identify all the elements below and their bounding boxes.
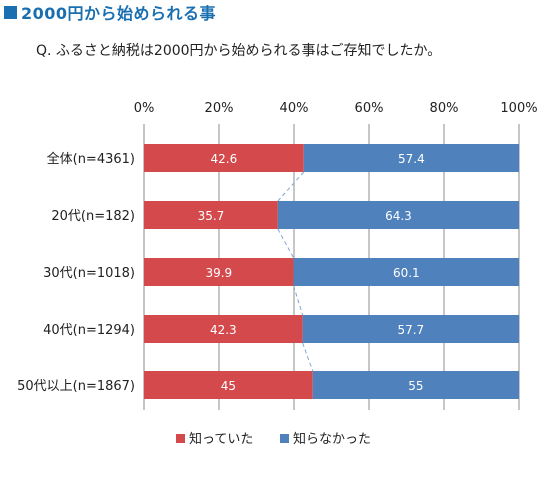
data-label: 35.7	[198, 209, 225, 223]
legend-label: 知らなかった	[293, 431, 371, 447]
bar-known	[144, 258, 294, 286]
data-label: 42.6	[211, 152, 238, 166]
page-title-text: 2000円から始められる事	[21, 4, 217, 23]
series-line	[293, 285, 304, 316]
data-label: 39.9	[205, 266, 232, 280]
category-label: 50代以上(n=1867)	[17, 379, 135, 394]
series-line	[302, 342, 314, 372]
bar-unknown	[293, 258, 519, 286]
category-label: 40代(n=1294)	[43, 323, 135, 338]
bar-unknown	[277, 201, 519, 229]
axis-labels: 0% 20% 40% 60% 80% 100% 全体(n=4361) 20代(n=182) 30…	[17, 101, 537, 394]
bar-unknown	[303, 144, 519, 172]
category-label: 20代(n=182)	[51, 209, 135, 224]
x-tick-label: 100%	[500, 101, 537, 116]
legend-swatch-unknown	[280, 434, 289, 443]
category-label: 全体(n=4361)	[47, 151, 135, 167]
bar-unknown	[312, 371, 519, 399]
category-label: 30代(n=1018)	[43, 266, 135, 281]
data-label: 55	[408, 379, 423, 393]
series-line	[277, 228, 295, 259]
data-label: 57.7	[397, 323, 424, 337]
legend-swatch-known	[176, 434, 185, 443]
data-label: 57.4	[398, 152, 425, 166]
data-label: 64.3	[385, 209, 412, 223]
series-line	[277, 171, 305, 202]
bar-known	[144, 371, 313, 399]
bar-known	[144, 144, 304, 172]
bars-layer	[144, 144, 519, 399]
x-tick-label: 20%	[205, 101, 234, 116]
legend-label: 知っていた	[189, 431, 253, 447]
page-title: 2000円から始められる事	[4, 2, 217, 23]
x-tick-label: 60%	[355, 101, 384, 116]
data-label: 42.3	[210, 323, 237, 337]
data-label: 60.1	[393, 266, 420, 280]
bar-unknown	[302, 315, 519, 343]
data-label: 45	[221, 379, 236, 393]
bar-known	[144, 315, 303, 343]
x-tick-label: 0%	[134, 101, 155, 116]
bar-known	[144, 201, 278, 229]
series-lines	[277, 171, 314, 372]
x-tick-label: 80%	[430, 101, 459, 116]
x-tick-label: 40%	[280, 101, 309, 116]
survey-question: Q. ふるさと納税は2000円から始められる事はご存知でしたか。	[36, 43, 442, 59]
title-square-icon	[4, 5, 17, 19]
data-labels: 42.6 57.4 35.7 64.3 39.9 60.1 42.3 57.7 45 55	[198, 152, 425, 393]
legend: 知っていた 知らなかった	[176, 431, 371, 447]
